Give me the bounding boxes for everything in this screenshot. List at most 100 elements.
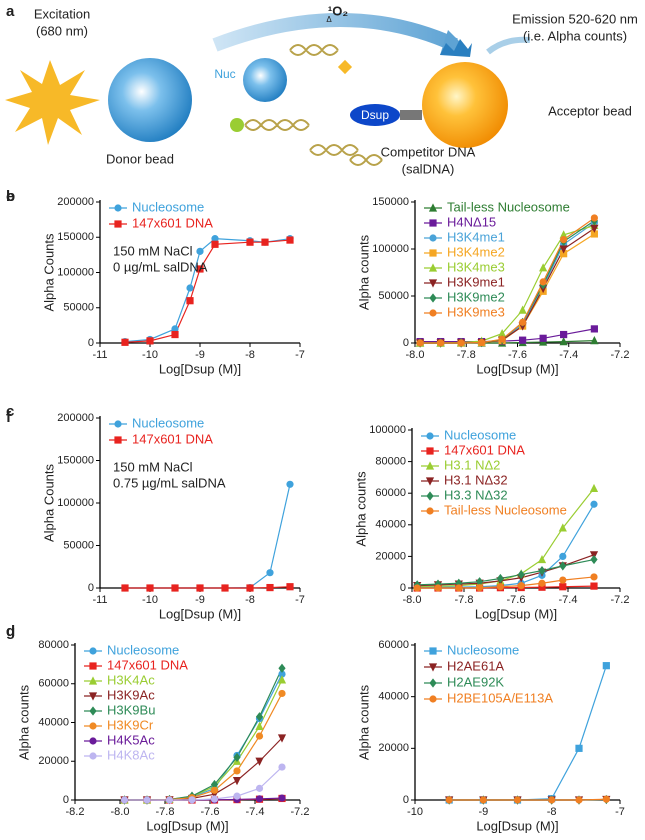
marker [559, 561, 567, 571]
x-tick-label: -7.4 [559, 349, 578, 361]
excitation-burst [5, 60, 100, 145]
marker [539, 263, 548, 272]
marker [186, 297, 194, 305]
marker [590, 554, 598, 565]
marker [559, 576, 567, 584]
marker [426, 507, 434, 515]
marker [416, 339, 424, 347]
marker [559, 245, 568, 254]
legend-label: Nucleosome [447, 642, 519, 657]
x-tick-label: -7.6 [508, 349, 527, 361]
marker [428, 663, 438, 672]
y-tick-label: 80000 [38, 639, 69, 651]
marker [429, 647, 437, 655]
y-tick-label: 0 [88, 337, 94, 349]
x-tick-label: -8.0 [406, 349, 425, 361]
x-tick-label: -8.0 [403, 594, 422, 606]
marker [255, 784, 264, 792]
marker [590, 230, 598, 238]
y-tick-label: 50000 [63, 539, 94, 551]
marker [602, 795, 610, 803]
marker [277, 675, 287, 684]
label: Acceptor bead [548, 103, 632, 118]
y-tick-label: 50000 [63, 302, 94, 314]
marker [211, 235, 219, 243]
marker [428, 263, 438, 272]
dsup [350, 104, 400, 126]
y-tick-label: 80000 [375, 456, 406, 468]
marker [558, 523, 567, 532]
label: Δ [326, 15, 332, 24]
marker [196, 584, 204, 592]
x-tick-label: -7.4 [246, 806, 265, 818]
marker [425, 477, 435, 486]
x-tick-label: -10 [407, 806, 423, 818]
marker [559, 583, 567, 591]
nucleosome [243, 58, 287, 102]
y-tick-label: 20000 [378, 742, 409, 754]
x-axis-label: Log[Dsup (M)] [159, 606, 241, 621]
legend-label: 147x601 DNA [132, 431, 213, 446]
x-tick-label: -11 [92, 349, 107, 361]
marker [445, 796, 453, 804]
biotin [230, 118, 244, 132]
x-tick-label: -8 [547, 806, 557, 818]
marker [517, 582, 525, 590]
legend-label: H2BE105A/E113A [447, 690, 553, 705]
marker [120, 796, 129, 804]
legend-label: H3K4me3 [447, 259, 505, 274]
legend-label: H3K4me1 [447, 229, 505, 244]
marker [89, 647, 97, 655]
y-tick-label: 60000 [375, 487, 406, 499]
marker [89, 662, 97, 670]
y-axis-label: Alpha counts [353, 471, 368, 547]
marker [429, 309, 437, 317]
marker [559, 336, 568, 346]
marker [233, 752, 241, 762]
legend-label: Nucleosome [107, 642, 179, 657]
marker [426, 447, 434, 455]
marker [255, 757, 264, 766]
marker [121, 584, 129, 592]
label: Competitor DNA [381, 144, 476, 159]
marker [286, 236, 294, 244]
marker [266, 569, 274, 577]
x-tick-label: -8.2 [66, 806, 85, 818]
marker [261, 238, 269, 246]
panel-letter: b [6, 188, 15, 205]
marker [210, 795, 219, 803]
x-tick-label: -7 [615, 806, 625, 818]
marker [286, 480, 294, 488]
marker [89, 752, 97, 760]
x-tick-label: -7.4 [559, 594, 578, 606]
legend-label: H4K5Ac [107, 732, 155, 747]
marker [121, 338, 129, 346]
y-tick-label: 0 [88, 582, 94, 594]
marker [538, 566, 546, 576]
marker [590, 573, 598, 581]
legend-label: H3.1 NΔ2 [444, 457, 500, 472]
label: Dsup [361, 108, 389, 122]
acceptor-tag [337, 59, 353, 75]
marker [196, 247, 204, 255]
dna [349, 154, 383, 166]
marker [559, 552, 567, 561]
marker [590, 224, 599, 233]
marker [413, 584, 421, 592]
marker [518, 305, 527, 314]
dna [309, 144, 359, 156]
x-tick-label: -9 [195, 594, 205, 606]
y-axis-label: Alpha counts [16, 684, 31, 760]
y-tick-label: 20000 [375, 550, 406, 562]
y-tick-label: 40000 [38, 716, 69, 728]
marker [498, 329, 507, 338]
marker [560, 236, 568, 244]
marker [114, 420, 122, 428]
legend-label: Nucleosome [132, 415, 204, 430]
annotation: 150 mM NaCl [113, 459, 193, 474]
arrow-arc [212, 13, 458, 52]
marker [539, 334, 547, 342]
legend-label: H2AE92K [447, 674, 504, 689]
marker [89, 706, 97, 716]
marker [519, 336, 527, 344]
